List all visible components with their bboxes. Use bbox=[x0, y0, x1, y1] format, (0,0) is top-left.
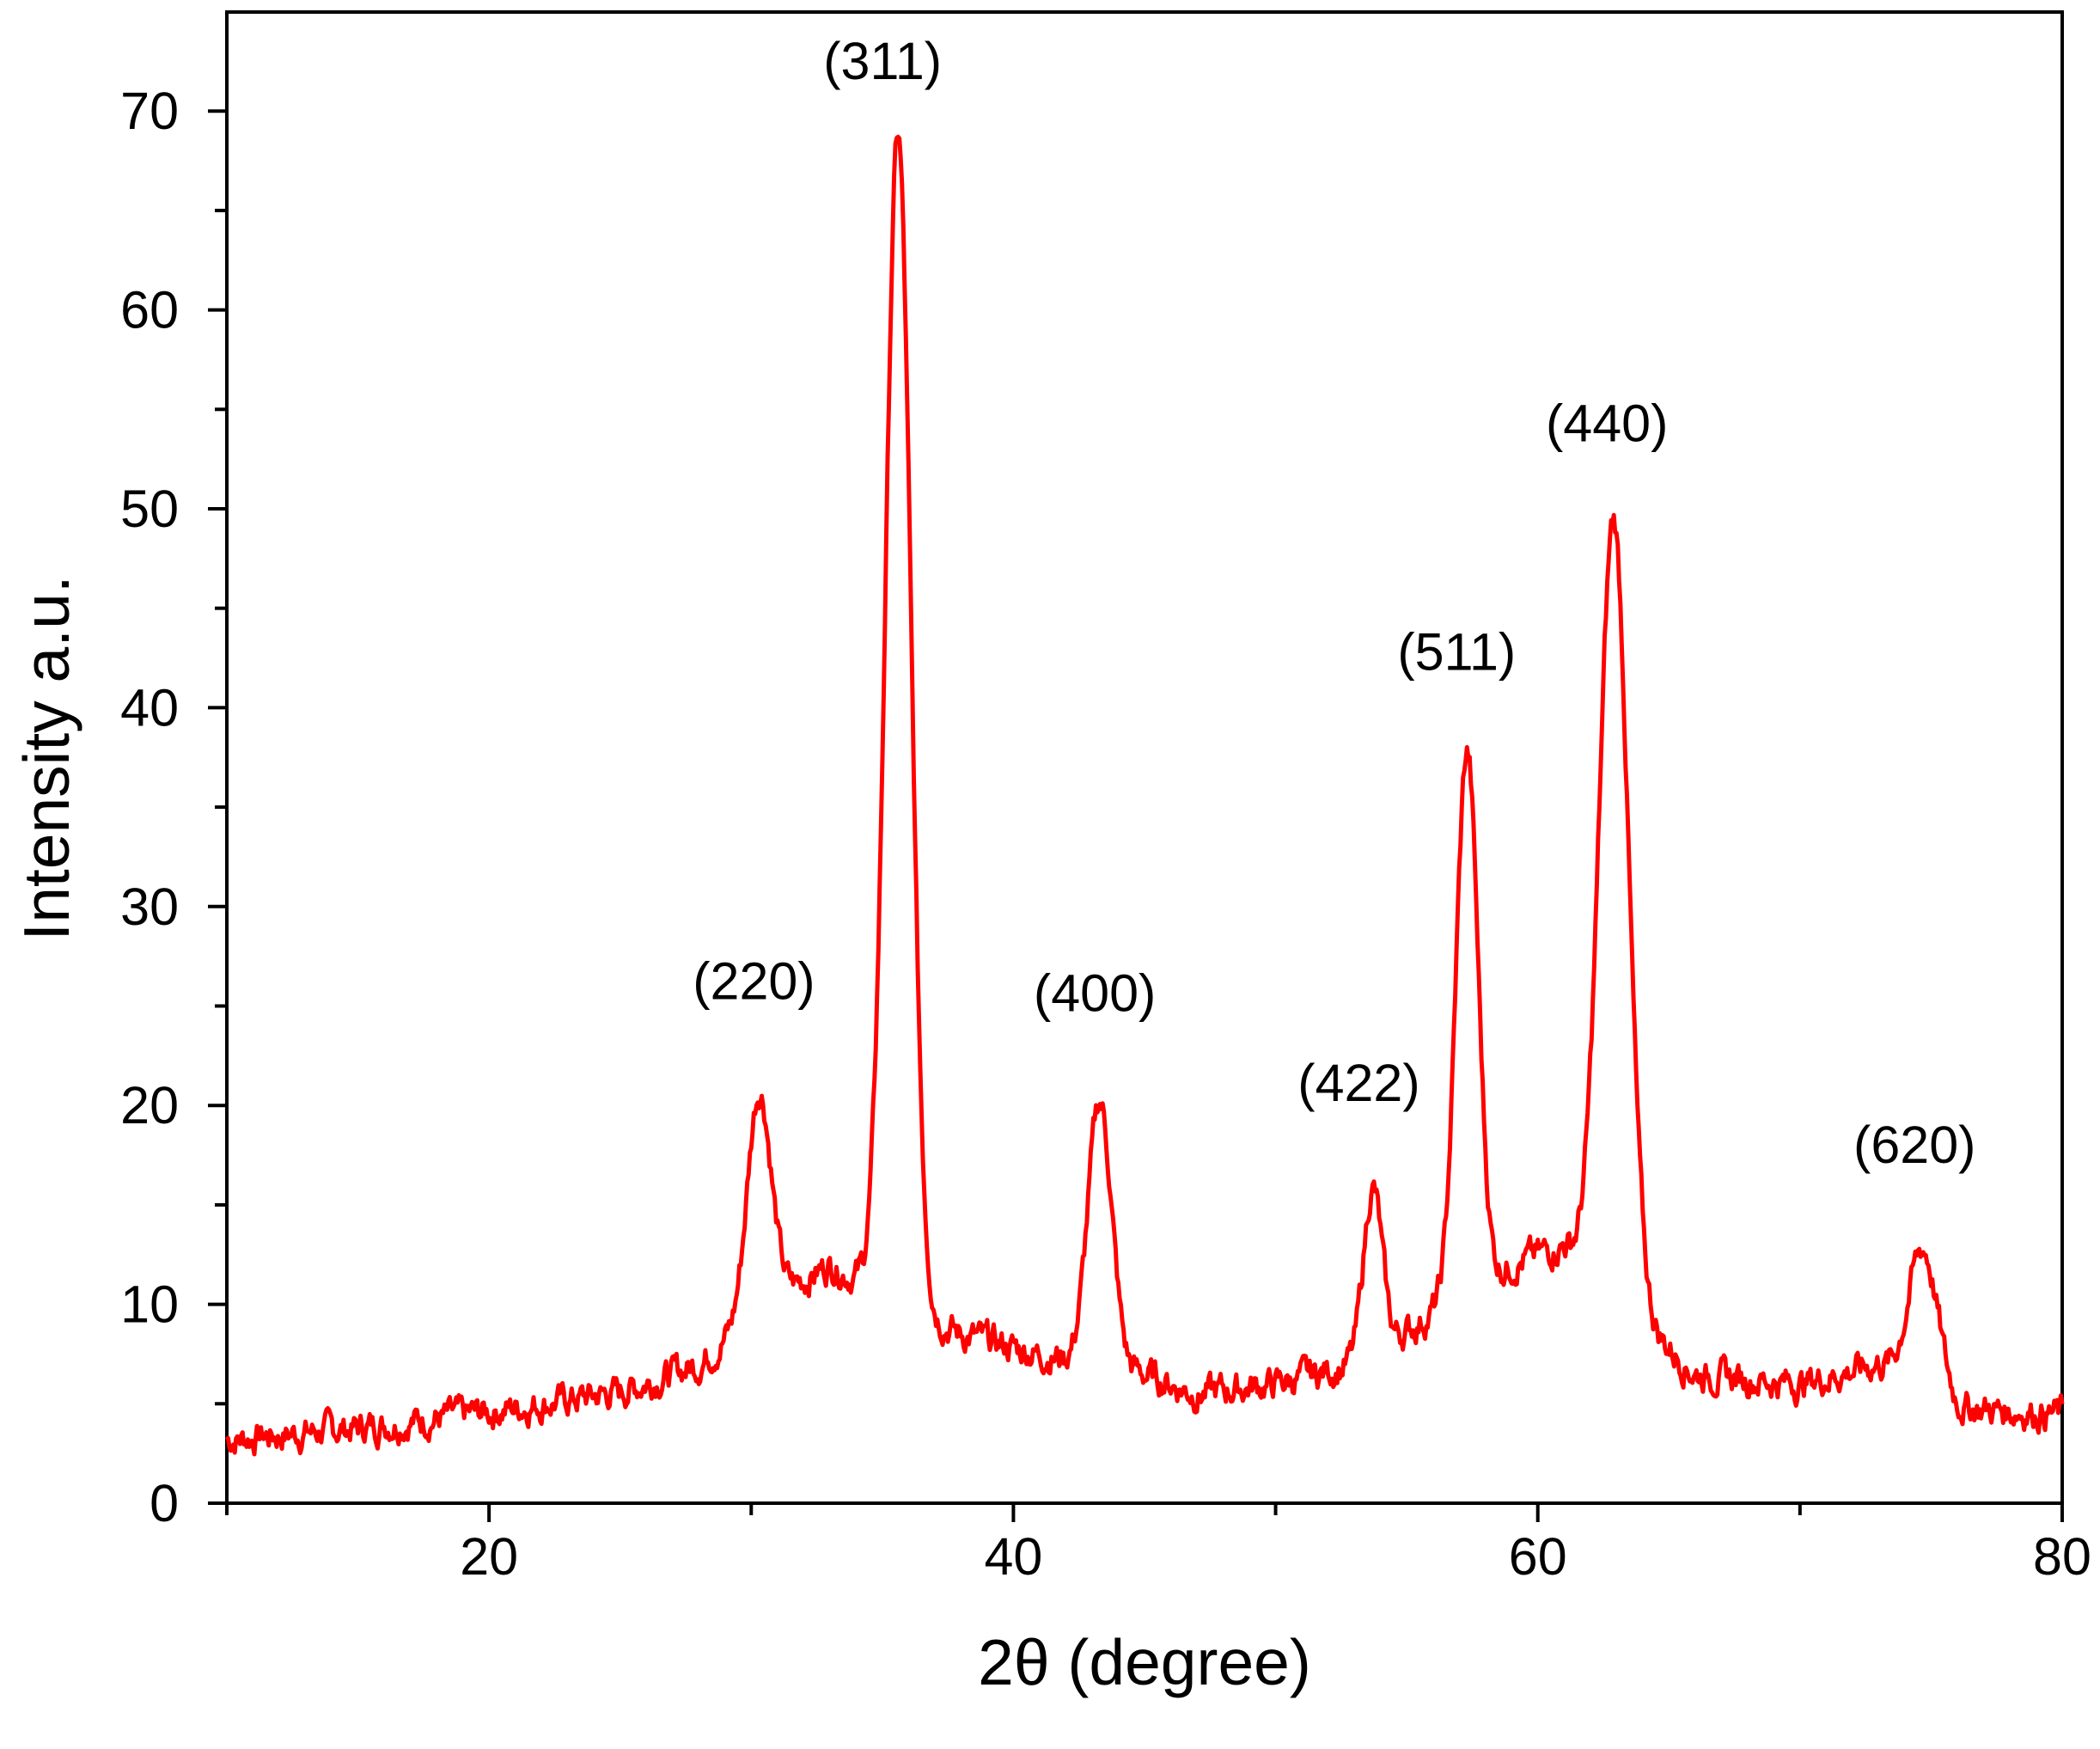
y-tick-label: 20 bbox=[120, 1076, 179, 1134]
y-tick-label: 30 bbox=[120, 878, 179, 936]
peak-label: (311) bbox=[823, 32, 942, 90]
peak-label: (400) bbox=[1034, 964, 1156, 1023]
y-tick-label: 70 bbox=[120, 82, 179, 140]
plot-frame bbox=[225, 10, 2064, 1505]
x-tick-label: 80 bbox=[2033, 1527, 2091, 1586]
x-axis-title: 2θ (degree) bbox=[978, 1626, 1311, 1698]
peak-label: (440) bbox=[1546, 394, 1668, 453]
y-tick-label: 50 bbox=[120, 480, 179, 538]
y-axis-ticks: 0 10 20 30 40 50 60 70 bbox=[120, 82, 227, 1532]
x-tick-label: 20 bbox=[460, 1527, 518, 1586]
xrd-pattern-line bbox=[225, 134, 2065, 1457]
x-tick-label: 60 bbox=[1509, 1527, 1567, 1586]
peak-labels: (220) (311) (400) (422) (511) (440) (620) bbox=[693, 32, 1975, 1174]
x-tick-label: 40 bbox=[984, 1527, 1042, 1586]
y-tick-label: 60 bbox=[120, 281, 179, 339]
peak-label: (620) bbox=[1853, 1116, 1975, 1174]
peak-label: (220) bbox=[693, 952, 815, 1011]
y-tick-label: 0 bbox=[150, 1474, 179, 1532]
x-axis-ticks: 20 40 60 80 bbox=[225, 1503, 2091, 1586]
y-axis-title: Intensity a.u. bbox=[10, 575, 82, 940]
peak-label: (422) bbox=[1297, 1054, 1419, 1112]
peak-label: (511) bbox=[1397, 622, 1516, 681]
y-tick-label: 10 bbox=[120, 1275, 179, 1334]
y-tick-label: 40 bbox=[120, 678, 179, 737]
